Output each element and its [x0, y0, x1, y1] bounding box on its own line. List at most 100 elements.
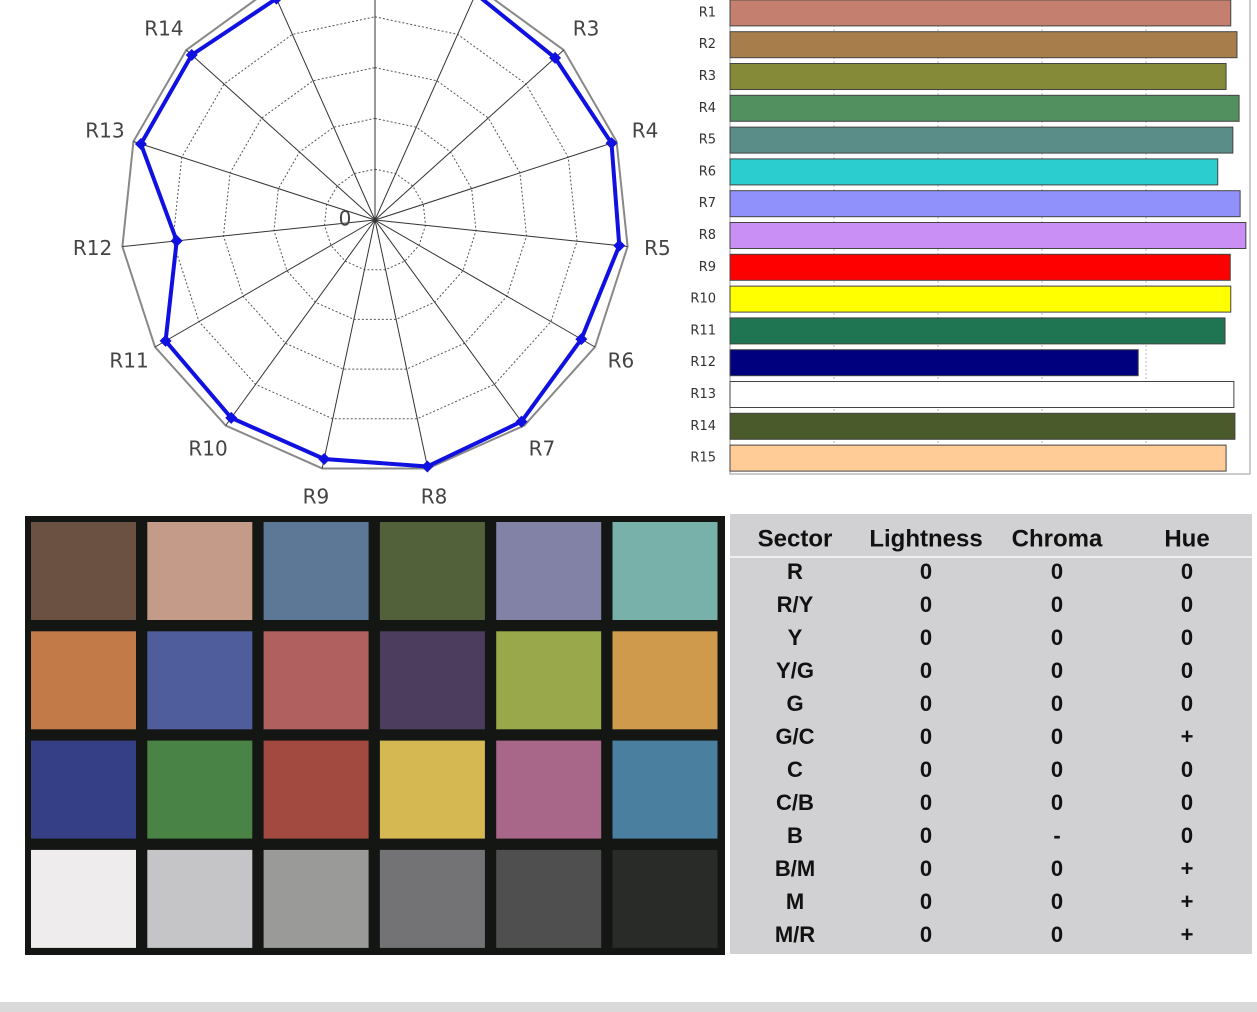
- table-cell: +: [1181, 889, 1194, 914]
- y-tick-label: R14: [690, 419, 716, 434]
- axis-label: R12: [73, 236, 112, 260]
- table-header: Hue: [1164, 525, 1209, 552]
- table-cell: 0: [920, 691, 932, 716]
- table-header: Sector: [758, 525, 833, 552]
- spoke: [154, 219, 376, 348]
- table-header: Chroma: [1012, 525, 1103, 552]
- table-cell: R/Y: [777, 592, 814, 617]
- axis-label: R4: [632, 119, 659, 143]
- spoke: [133, 141, 376, 221]
- color-swatch: [31, 522, 136, 620]
- table-cell: 0: [1051, 856, 1063, 881]
- table-cell: C: [787, 757, 803, 782]
- table-cell: C/B: [776, 790, 814, 815]
- table-cell: 0: [1051, 658, 1063, 683]
- y-tick-label: R10: [690, 292, 716, 307]
- color-swatch: [612, 849, 718, 948]
- bar: [729, 381, 1235, 408]
- color-swatch: [31, 631, 136, 730]
- spoke: [276, 0, 376, 221]
- table-cell: 0: [920, 592, 932, 617]
- color-swatch: [31, 849, 136, 948]
- bar: [729, 412, 1236, 440]
- y-tick-label: R6: [699, 164, 716, 179]
- bar: [729, 158, 1219, 186]
- y-tick-label: R9: [699, 260, 716, 275]
- color-swatch: [612, 740, 718, 839]
- table-cell: R: [787, 559, 803, 584]
- color-swatch: [612, 522, 718, 620]
- table-cell: 0: [920, 757, 932, 782]
- grid-ring: [273, 117, 477, 320]
- color-swatch: [379, 522, 485, 620]
- data-point: [605, 137, 618, 150]
- y-tick-label: R13: [690, 387, 716, 402]
- table-cell: 0: [1051, 889, 1063, 914]
- table-cell: +: [1181, 724, 1194, 749]
- table-cell: 0: [1181, 691, 1193, 716]
- grid-ring: [323, 168, 427, 271]
- data-point: [134, 137, 147, 150]
- grid-ring: [121, 0, 629, 470]
- color-swatch: [496, 522, 602, 620]
- spoke: [321, 219, 376, 469]
- y-tick-label: R3: [699, 69, 716, 84]
- color-swatch: [496, 849, 602, 948]
- table-cell: B/M: [775, 856, 815, 881]
- bar: [729, 63, 1227, 90]
- axis-label: R6: [608, 349, 635, 373]
- color-swatch: [263, 631, 369, 730]
- table-cell: Y/G: [776, 658, 814, 683]
- bar: [729, 317, 1226, 345]
- axis-label: R10: [188, 436, 227, 460]
- table-cell: 0: [920, 625, 932, 650]
- y-tick-label: R11: [690, 323, 716, 338]
- table-cell: M: [786, 889, 804, 914]
- table-cell: 0: [1051, 724, 1063, 749]
- table-cell: 0: [920, 724, 932, 749]
- bar: [729, 349, 1139, 377]
- color-swatch: [263, 522, 369, 620]
- axis-label: R7: [529, 436, 556, 460]
- table-cell: -: [1053, 823, 1060, 848]
- color-swatch: [379, 740, 485, 839]
- axis-label: R14: [144, 16, 183, 40]
- table-cell: 0: [1181, 823, 1193, 848]
- table-cell: 0: [1051, 559, 1063, 584]
- color-swatch: [496, 631, 602, 730]
- table-cell: 0: [1181, 658, 1193, 683]
- data-point: [613, 239, 626, 252]
- y-tick-label: R12: [690, 355, 716, 370]
- table-background: [730, 514, 1252, 954]
- data-point: [318, 453, 331, 466]
- checker-background: [25, 516, 725, 955]
- table-cell: 0: [1051, 691, 1063, 716]
- bar: [729, 222, 1247, 249]
- color-swatch: [147, 631, 253, 730]
- table-cell: G/C: [775, 724, 814, 749]
- spoke: [374, 219, 596, 348]
- data-point: [170, 234, 183, 247]
- data-point: [159, 334, 172, 347]
- r-tick-label: 0: [339, 207, 352, 231]
- axis-label: R5: [644, 236, 671, 260]
- table-cell: 0: [1181, 790, 1193, 815]
- table-cell: 0: [920, 856, 932, 881]
- axis-label: R3: [573, 16, 600, 40]
- data-point: [225, 411, 238, 424]
- table-cell: 0: [1051, 922, 1063, 947]
- color-swatch: [379, 849, 485, 948]
- table-cell: M/R: [775, 922, 815, 947]
- color-swatch: [263, 849, 369, 948]
- bar: [729, 0, 1232, 27]
- axis-label: R8: [421, 484, 448, 508]
- table-cell: 0: [1051, 790, 1063, 815]
- table-cell: 0: [920, 559, 932, 584]
- color-swatch: [147, 740, 253, 839]
- table-cell: 0: [1051, 592, 1063, 617]
- y-tick-label: R2: [699, 37, 716, 52]
- axis-label: R11: [109, 349, 148, 373]
- bar: [729, 31, 1238, 59]
